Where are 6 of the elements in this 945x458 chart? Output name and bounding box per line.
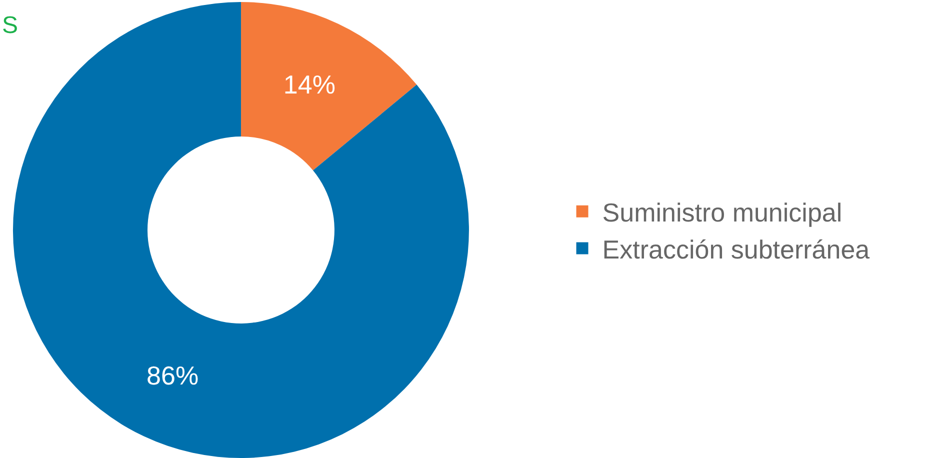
- legend-label: Extracción subterránea: [602, 234, 870, 264]
- donut-slice: [240, 2, 417, 170]
- legend-label: Suministro municipal: [602, 198, 842, 228]
- data-label: 14%: [283, 70, 336, 100]
- data-label: 86%: [146, 360, 199, 390]
- text: S: [2, 12, 18, 39]
